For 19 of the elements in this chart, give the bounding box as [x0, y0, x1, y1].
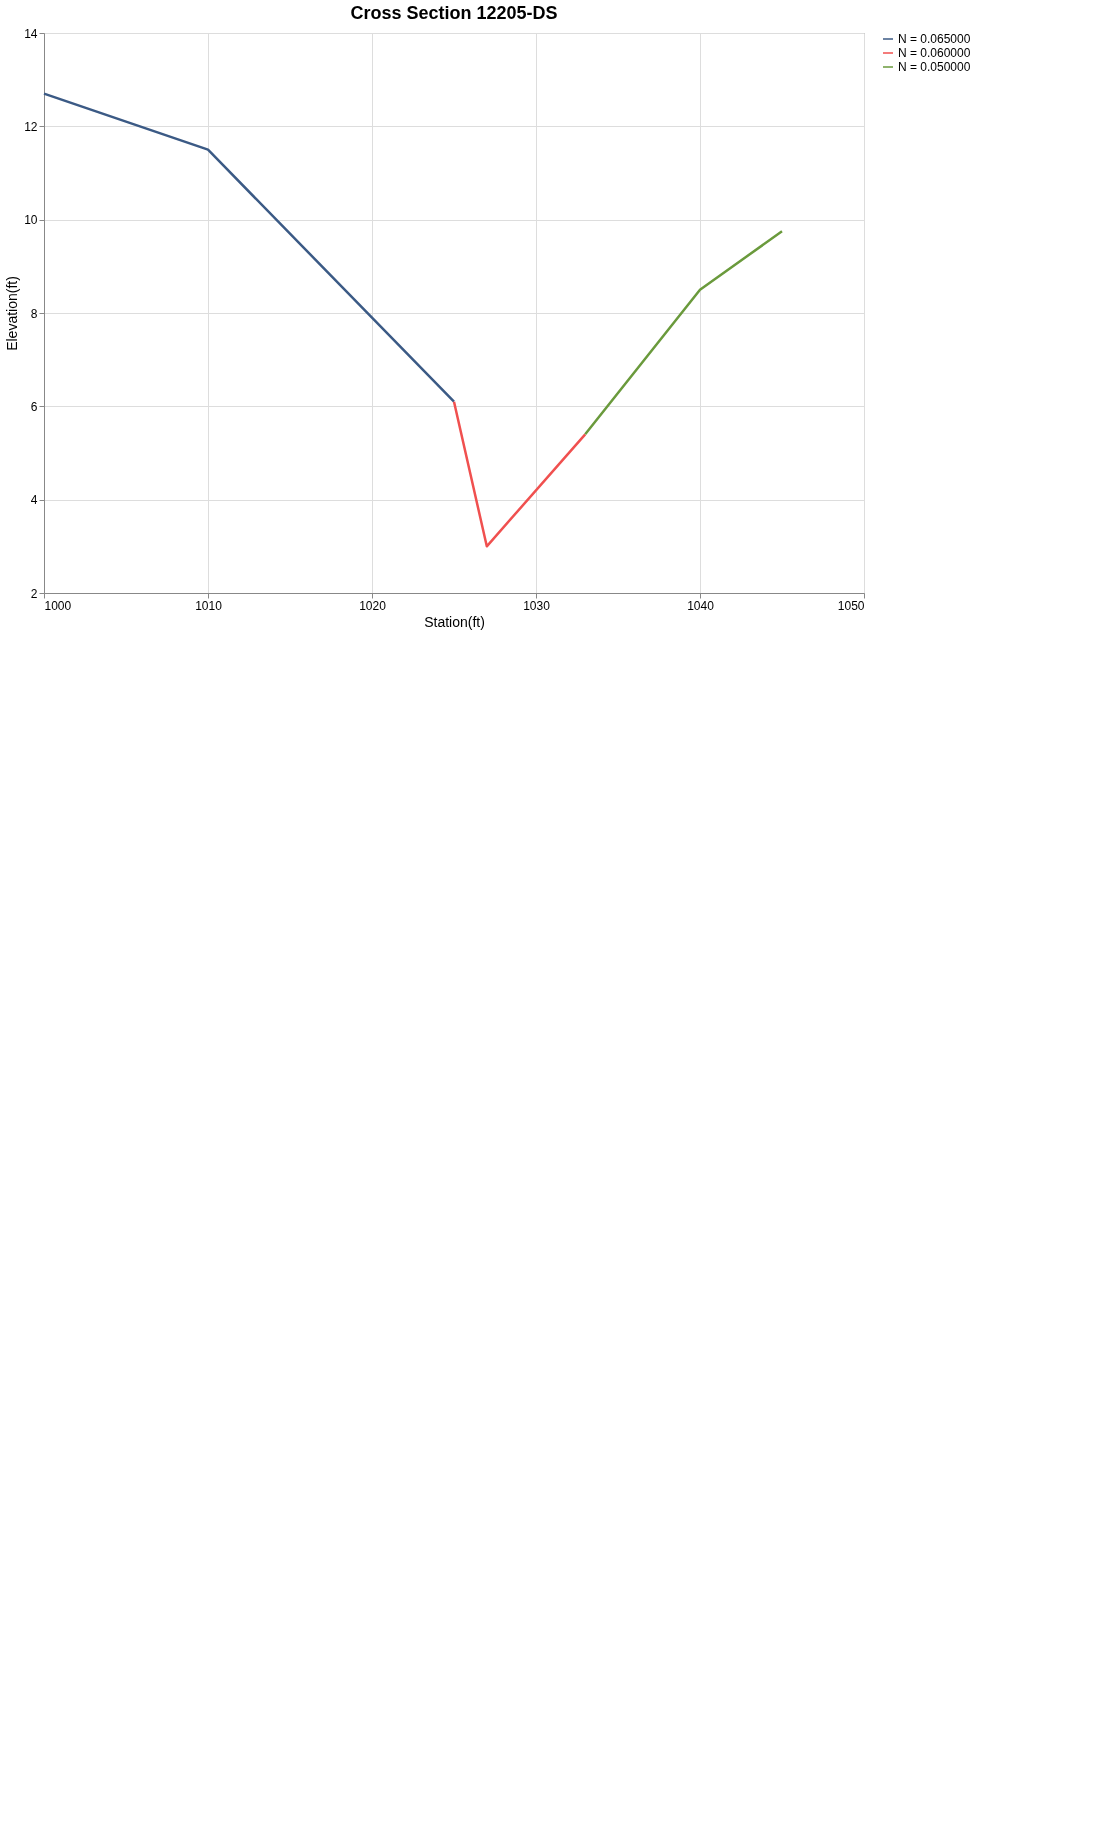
legend-label: N = 0.065000 — [898, 32, 971, 46]
chart-title: Cross Section 12205-DS — [350, 3, 558, 23]
y-axis-title: Elevation(ft) — [4, 276, 21, 351]
y-tick-label: 14 — [24, 26, 38, 41]
y-tick-label: 12 — [24, 119, 38, 134]
legend-label: N = 0.050000 — [898, 60, 971, 74]
x-axis-title: Station(ft) — [424, 613, 485, 630]
y-tick-label: 4 — [30, 493, 38, 508]
y-tick-label: 10 — [24, 213, 38, 228]
x-tick-label: 1000 — [44, 598, 72, 613]
x-tick-label: 1050 — [837, 598, 865, 613]
x-tick-label: 1040 — [687, 598, 715, 613]
y-tick-label: 2 — [30, 586, 38, 601]
x-tick-label: 1010 — [195, 598, 223, 613]
x-tick-label: 1020 — [359, 598, 387, 613]
legend-label: N = 0.060000 — [898, 46, 971, 60]
x-tick-label: 1030 — [523, 598, 551, 613]
y-tick-label: 6 — [30, 399, 38, 414]
y-tick-label: 8 — [30, 306, 38, 321]
